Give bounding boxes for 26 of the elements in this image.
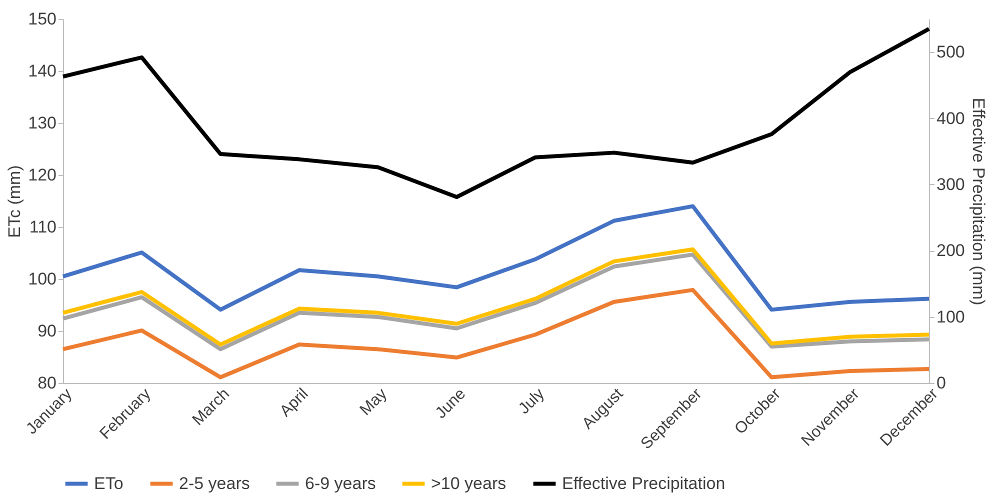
y-tick-label: 100 — [28, 270, 56, 288]
x-tick-label: May — [357, 386, 390, 419]
y-tick-label: 140 — [28, 62, 56, 80]
line-series — [61, 204, 931, 312]
y2-tick-label: 200 — [936, 241, 965, 260]
y-tick-label: 150 — [28, 10, 56, 28]
legend-label: 2-5 years — [179, 474, 250, 493]
y-tick-label: 120 — [28, 166, 56, 184]
line-series — [61, 288, 931, 380]
legend-label: >10 years — [431, 474, 506, 493]
y2-tick-label: 300 — [936, 174, 965, 194]
y2-tick-label: 500 — [936, 42, 965, 62]
x-tick-label: July — [516, 386, 548, 418]
y-tick-label: 80 — [38, 374, 56, 392]
y-tick-label: 90 — [38, 322, 56, 340]
line-series — [61, 26, 931, 200]
y-axis-title: ETc (mm) — [5, 165, 24, 238]
y-tick-label: 110 — [29, 218, 56, 236]
y2-tick-label: 100 — [936, 307, 965, 326]
y2-tick-label: 400 — [936, 108, 965, 128]
legend-label: Effective Precipitation — [562, 474, 726, 493]
y2-axis-title: Effective Precipitation (mm) — [968, 98, 988, 306]
y-tick-label: 130 — [28, 114, 56, 132]
y2-tick-label: 0 — [936, 374, 946, 392]
legend-label: ETo — [94, 474, 124, 493]
legend-label: 6-9 years — [305, 474, 376, 493]
